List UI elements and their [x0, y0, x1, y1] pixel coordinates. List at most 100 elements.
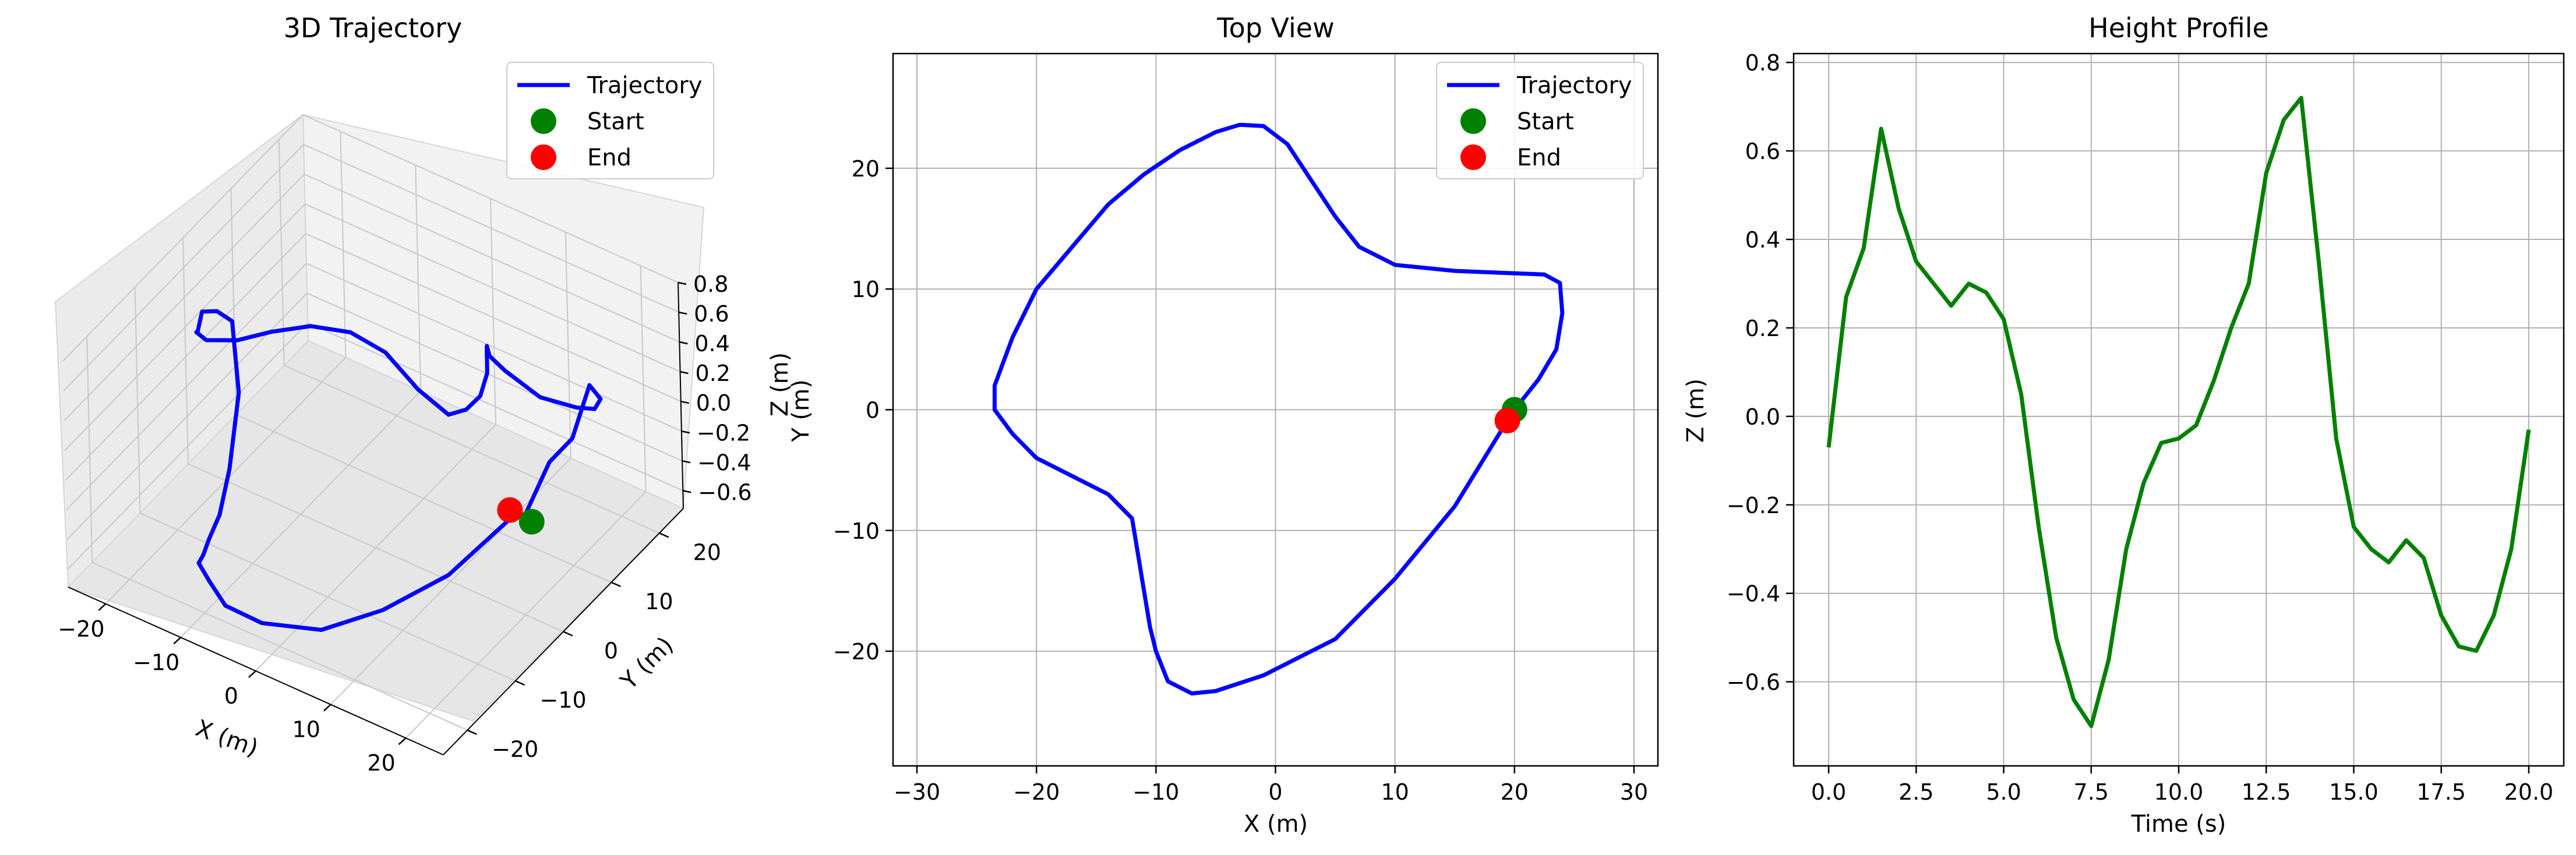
- x-axis-label-top: X (m): [1244, 811, 1308, 838]
- trajectory-line-top: [992, 122, 1565, 696]
- x-tick-mark-3d: [398, 737, 407, 746]
- x-tick-label-top: −30: [894, 779, 940, 805]
- x-tick-label-height: 7.5: [2074, 779, 2109, 805]
- y-axis-label-height: Z (m): [1682, 379, 1709, 443]
- gridline-left-y: [86, 336, 93, 563]
- gridline-left-y: [134, 287, 141, 514]
- z-tick-label-3d: 0.8: [693, 271, 728, 297]
- y-tick-mark-3d: [563, 631, 573, 637]
- legend-end-marker-3d: [531, 144, 556, 170]
- y-tick-label-height: −0.6: [1727, 670, 1780, 695]
- gridline-floor-y: [140, 513, 516, 682]
- x-tick-label-height: 10.0: [2154, 779, 2204, 805]
- legend-start-marker-3d: [531, 108, 556, 134]
- y-tick-mark-3d: [659, 532, 669, 538]
- start-marker-3d: [518, 508, 545, 535]
- gridline-back-z: [303, 144, 679, 313]
- y-ticks-top: −20 −10 0 10 20: [833, 156, 893, 665]
- x-tick-label-height: 17.5: [2416, 779, 2466, 805]
- y-tick-label-top: −20: [833, 639, 880, 665]
- gridline-back-z: [306, 263, 682, 432]
- legend-start-label-top: Start: [1517, 108, 1574, 135]
- gridline-left-z: [66, 263, 307, 510]
- z-tick-mark-3d: [680, 400, 689, 404]
- z-tick-mark-3d: [681, 430, 690, 434]
- y-ticks-height: −0.6 −0.4 −0.2 0.0 0.2 0.4 0.6 0.8: [1727, 50, 1794, 695]
- y-tick-label-top: 10: [852, 277, 880, 302]
- y-tick-label-height: 0.2: [1745, 316, 1780, 341]
- x-tick-label-3d: −20: [58, 616, 104, 642]
- legend-3d: Trajectory Start End: [506, 62, 714, 179]
- x-ticks-top: −30 −20 −10 0 10 20 30: [894, 766, 1648, 805]
- gridline-back-z: [304, 174, 680, 343]
- gridline-floor-y: [91, 561, 468, 731]
- gridline-left-z: [67, 322, 309, 570]
- y-tick-label-top: 0: [866, 398, 880, 423]
- grid-3d: [62, 114, 683, 739]
- legend-start-marker-top: [1460, 108, 1486, 134]
- y-tick-label-3d: 20: [693, 539, 721, 565]
- legend-trajectory-label-top: Trajectory: [1516, 72, 1632, 99]
- gridline-back-x: [340, 131, 347, 358]
- z-tick-label-3d: 0.4: [694, 331, 729, 356]
- z-tick-mark-3d: [683, 490, 691, 493]
- gridline-back-z: [306, 292, 683, 462]
- grid-height: [1794, 54, 2564, 766]
- plot-area-height: [1826, 96, 2531, 729]
- x-tick-label-top: −10: [1132, 779, 1179, 805]
- z-tick-mark-3d: [677, 281, 687, 285]
- x-tick-label-height: 2.5: [1899, 779, 1933, 805]
- x-tick-label-top: 10: [1381, 779, 1409, 805]
- x-tick-label-3d: 20: [367, 750, 395, 776]
- z-tick-mark-3d: [678, 311, 687, 315]
- x-tick-label-top: 30: [1620, 779, 1648, 805]
- y-tick-label-height: 0.6: [1745, 139, 1780, 164]
- legend-end-label-3d: End: [587, 144, 631, 171]
- x-tick-label-height: 15.0: [2329, 779, 2379, 805]
- z-tick-label-3d: −0.6: [698, 479, 751, 505]
- gridline-back-z: [305, 233, 682, 402]
- end-marker-3d: [497, 497, 523, 523]
- gridline-left-z: [62, 114, 304, 362]
- y-tick-label-top: 20: [852, 156, 880, 182]
- y-axis-label-top: Y (m): [788, 379, 814, 442]
- x-tick-mark-3d: [173, 637, 182, 645]
- x-ticks-3d: −20 −10 0 10 20: [58, 603, 407, 776]
- chart-title-height: Height Profile: [2088, 12, 2269, 44]
- height-line: [1826, 96, 2531, 729]
- z-tick-mark-3d: [680, 370, 689, 374]
- gridline-back-x: [640, 266, 647, 492]
- y-tick-label-height: −0.2: [1727, 493, 1780, 518]
- gridline-left-z: [65, 233, 306, 481]
- legend-box-3d: [506, 62, 714, 179]
- plot-area-top: [992, 122, 1565, 696]
- legend-end-label-top: End: [1517, 144, 1561, 171]
- z-axis-line-3d: [677, 282, 684, 509]
- gridline-back-z: [302, 114, 679, 283]
- panel-top-view: Top View −30 −20 −10 0 10 20 30 −20 −10 0 10 20 X …: [788, 12, 1659, 838]
- z-tick-label-3d: −0.2: [697, 420, 750, 446]
- x-tick-label-3d: 0: [224, 683, 238, 709]
- gridline-back-z: [305, 203, 680, 373]
- panel-height-profile: Height Profile 0.0 2.5 5.0 7.5 10.0 12.5 15.0 1…: [1682, 12, 2565, 838]
- z-tick-label-3d: 0.6: [694, 301, 729, 327]
- z-tick-mark-3d: [682, 460, 691, 464]
- x-tick-label-3d: 10: [292, 717, 320, 743]
- x-tick-label-height: 20.0: [2504, 779, 2554, 805]
- gridline-back-z: [307, 322, 683, 492]
- y-tick-label-3d: −10: [539, 687, 586, 713]
- legend-trajectory-label-3d: Trajectory: [587, 72, 703, 99]
- legend-box-top: [1436, 62, 1644, 179]
- y-tick-label-top: −10: [833, 518, 880, 544]
- gridline-left-z: [63, 174, 305, 421]
- z-tick-label-3d: 0.2: [696, 361, 731, 386]
- z-ticks-3d: −0.6 −0.4 −0.2 0.0 0.2 0.4 0.6 0.8: [677, 271, 752, 505]
- y-tick-label-3d: 0: [604, 638, 618, 664]
- y-tick-label-height: 0.0: [1745, 404, 1780, 430]
- gridline-floor-y: [235, 414, 612, 583]
- legend-start-label-3d: Start: [587, 108, 644, 135]
- y-tick-label-height: 0.4: [1745, 227, 1780, 253]
- gridline-back-x: [564, 232, 571, 458]
